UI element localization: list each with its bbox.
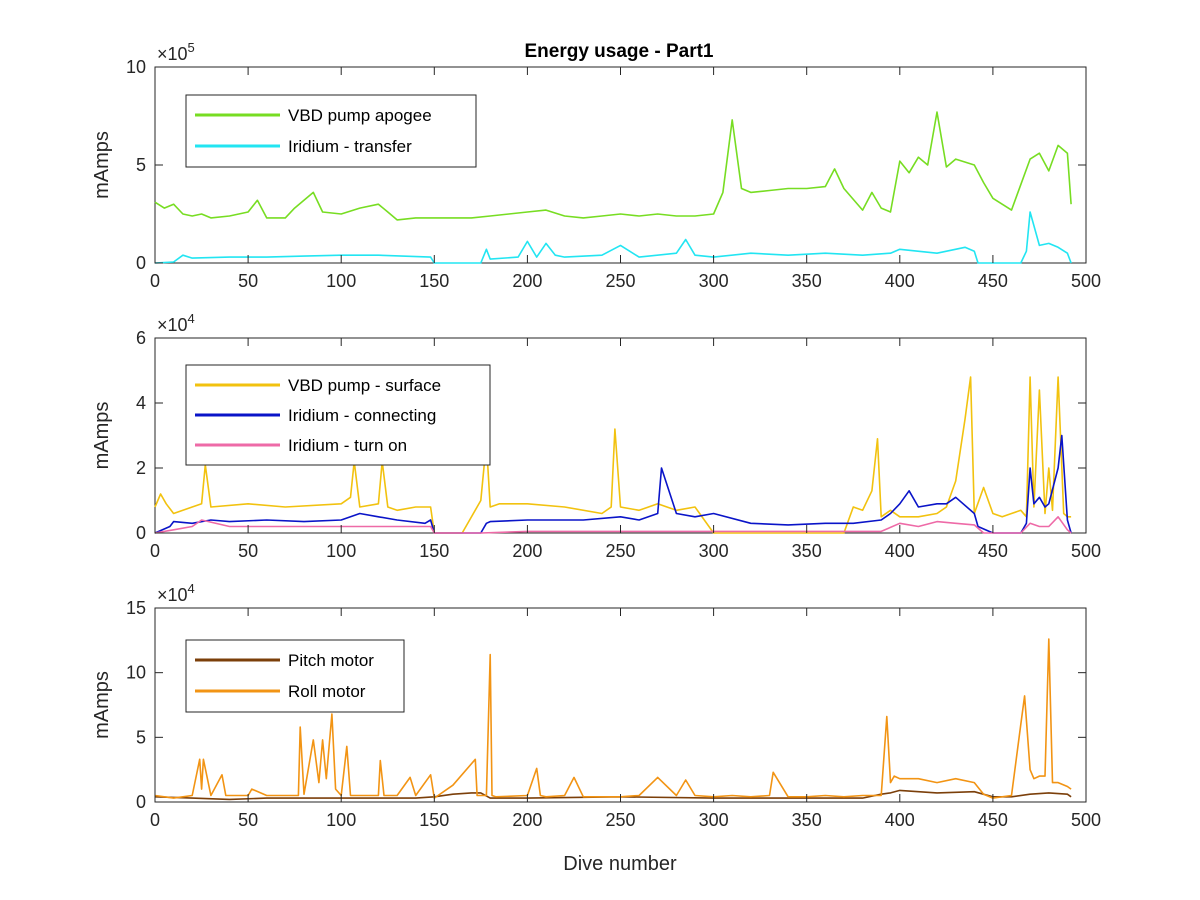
y-axis-multiplier: ×104	[157, 581, 195, 605]
legend-box	[185, 639, 405, 713]
x-tick-label: 0	[150, 541, 160, 561]
y-multiplier-exponent: 5	[188, 40, 195, 55]
series-line-1	[154, 111, 1072, 221]
x-tick-label: 50	[238, 541, 258, 561]
y-multiplier-base: ×10	[157, 315, 188, 335]
x-tick-label: 0	[150, 271, 160, 291]
legend: Pitch motor Roll motor	[185, 639, 405, 713]
x-tick-label: 150	[419, 271, 449, 291]
x-tick-label: 300	[699, 541, 729, 561]
x-tick-label: 200	[512, 271, 542, 291]
x-tick-label: 300	[699, 810, 729, 830]
x-tick-label: 150	[419, 810, 449, 830]
legend-entry-3: Iridium - turn on	[288, 436, 407, 455]
y-axis-multiplier: ×104	[157, 311, 195, 335]
x-tick-label: 250	[605, 810, 635, 830]
legend-box	[185, 94, 477, 168]
x-tick-label: 100	[326, 541, 356, 561]
y-multiplier-exponent: 4	[188, 581, 195, 596]
series-line-2	[154, 211, 1072, 264]
x-tick-label: 50	[238, 810, 258, 830]
y-tick-label: 0	[136, 253, 146, 273]
x-tick-label: 400	[885, 541, 915, 561]
x-tick-label: 400	[885, 810, 915, 830]
x-tick-label: 250	[605, 541, 635, 561]
series-line-3	[154, 515, 1072, 534]
x-tick-label: 450	[978, 271, 1008, 291]
subplot-top: 0 50 100 150 200 250 300 350 400 450 5000510×105mA…	[91, 40, 1101, 291]
y-axis-label: mAmps	[91, 402, 113, 470]
x-tick-label: 500	[1071, 541, 1101, 561]
legend-entry-2: Iridium - transfer	[288, 137, 412, 156]
x-tick-label: 100	[326, 271, 356, 291]
y-tick-label: 15	[126, 598, 146, 618]
legend-entry-1: Pitch motor	[288, 651, 374, 670]
series-line-1	[154, 376, 1072, 534]
x-tick-label: 450	[978, 541, 1008, 561]
legend-entry-2: Iridium - connecting	[288, 406, 436, 425]
x-tick-label: 50	[238, 271, 258, 291]
x-tick-label: 500	[1071, 810, 1101, 830]
y-tick-label: 5	[136, 727, 146, 747]
legend-entry-1: VBD pump apogee	[288, 106, 432, 125]
series-line-2	[154, 434, 1072, 534]
x-tick-label: 450	[978, 810, 1008, 830]
y-multiplier-base: ×10	[157, 585, 188, 605]
subplot-bottom: 0 50 100 150 200 250 300 350 400 450 500 0 5 10 15 ×104…	[91, 581, 1101, 830]
x-tick-label: 350	[792, 271, 822, 291]
x-tick-label: 300	[699, 271, 729, 291]
y-tick-label: 2	[136, 458, 146, 478]
y-axis-label: mAmps	[91, 131, 113, 199]
y-axis-multiplier: ×105	[157, 40, 195, 64]
y-multiplier-exponent: 4	[188, 311, 195, 326]
legend: VBD pump apogee Iridium - transfer	[185, 94, 477, 168]
x-tick-label: 150	[419, 541, 449, 561]
x-tick-label: 0	[150, 810, 160, 830]
x-tick-label: 200	[512, 810, 542, 830]
y-tick-label: 0	[136, 523, 146, 543]
y-axis-label: mAmps	[91, 671, 113, 739]
x-tick-label: 350	[792, 541, 822, 561]
y-tick-label: 0	[136, 792, 146, 812]
legend-entry-1: VBD pump - surface	[288, 376, 441, 395]
x-tick-label: 100	[326, 810, 356, 830]
x-tick-label: 250	[605, 271, 635, 291]
x-tick-label: 200	[512, 541, 542, 561]
y-tick-label: 10	[126, 663, 146, 683]
series-line-2	[154, 638, 1072, 799]
x-tick-label: 400	[885, 271, 915, 291]
y-tick-label: 5	[136, 155, 146, 175]
subplot-middle: 0 50 100 150 200 250 300 350 400 450 5000246×104mA…	[91, 311, 1101, 561]
y-tick-label: 6	[136, 328, 146, 348]
chart-title: Energy usage - Part1	[524, 41, 713, 62]
x-tick-label: 350	[792, 810, 822, 830]
y-tick-label: 10	[126, 57, 146, 77]
x-tick-label: 500	[1071, 271, 1101, 291]
y-multiplier-base: ×10	[157, 44, 188, 64]
y-tick-label: 4	[136, 393, 146, 413]
x-axis-label: Dive number	[563, 853, 677, 875]
legend: VBD pump - surface Iridium - connecting Ir…	[185, 364, 491, 466]
legend-entry-2: Roll motor	[288, 682, 366, 701]
